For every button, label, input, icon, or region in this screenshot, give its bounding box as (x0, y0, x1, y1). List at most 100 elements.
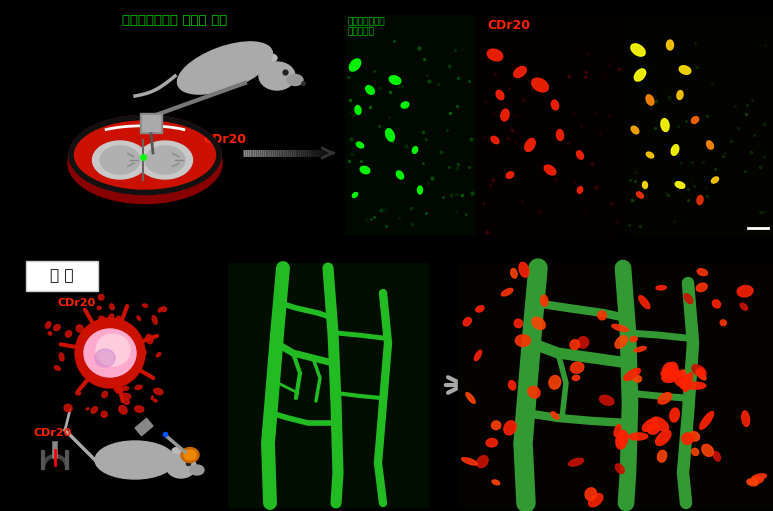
Ellipse shape (697, 368, 705, 377)
Ellipse shape (138, 348, 146, 357)
Ellipse shape (615, 336, 628, 348)
Ellipse shape (696, 371, 706, 380)
Ellipse shape (678, 370, 686, 376)
Text: CDr20: CDr20 (203, 133, 247, 146)
Ellipse shape (152, 396, 153, 400)
Ellipse shape (588, 494, 603, 507)
Ellipse shape (463, 318, 472, 326)
Ellipse shape (397, 171, 404, 179)
Ellipse shape (702, 445, 713, 456)
Ellipse shape (670, 362, 677, 369)
Ellipse shape (751, 474, 767, 480)
Ellipse shape (487, 49, 502, 61)
Ellipse shape (154, 399, 157, 402)
Ellipse shape (154, 388, 163, 394)
Ellipse shape (577, 187, 583, 193)
Text: 미세아교세포가 조지된 생쪽: 미세아교세포가 조지된 생쪽 (122, 14, 227, 27)
Ellipse shape (417, 186, 423, 194)
Ellipse shape (670, 408, 679, 422)
Ellipse shape (692, 448, 699, 455)
Ellipse shape (102, 378, 106, 382)
Ellipse shape (76, 391, 80, 395)
Ellipse shape (360, 166, 369, 174)
Ellipse shape (696, 283, 707, 292)
Ellipse shape (598, 311, 606, 320)
Ellipse shape (116, 323, 123, 330)
Ellipse shape (677, 90, 683, 100)
Ellipse shape (412, 147, 417, 153)
Ellipse shape (661, 366, 678, 376)
Ellipse shape (569, 458, 584, 466)
Ellipse shape (486, 438, 498, 447)
Ellipse shape (551, 412, 559, 419)
Ellipse shape (190, 465, 204, 475)
Ellipse shape (577, 337, 589, 348)
Ellipse shape (389, 76, 401, 84)
Ellipse shape (475, 350, 482, 361)
Ellipse shape (352, 193, 358, 197)
Ellipse shape (509, 381, 516, 390)
Ellipse shape (611, 324, 628, 332)
Ellipse shape (68, 123, 222, 203)
Ellipse shape (511, 268, 517, 278)
Ellipse shape (600, 396, 614, 405)
Bar (142, 115, 160, 131)
Ellipse shape (172, 448, 182, 454)
Ellipse shape (646, 95, 654, 105)
Ellipse shape (638, 296, 650, 309)
Ellipse shape (145, 146, 185, 174)
Ellipse shape (142, 304, 148, 307)
Ellipse shape (117, 316, 120, 320)
Ellipse shape (656, 430, 671, 446)
Ellipse shape (461, 458, 478, 465)
Ellipse shape (100, 146, 140, 174)
Ellipse shape (120, 321, 125, 328)
Ellipse shape (684, 294, 693, 304)
Ellipse shape (124, 399, 129, 404)
Ellipse shape (97, 306, 101, 310)
Ellipse shape (121, 393, 131, 399)
Ellipse shape (84, 329, 136, 377)
Ellipse shape (697, 269, 707, 275)
Ellipse shape (162, 307, 166, 312)
Ellipse shape (636, 192, 643, 198)
Ellipse shape (109, 314, 114, 319)
Ellipse shape (624, 368, 640, 381)
Ellipse shape (656, 286, 666, 290)
Ellipse shape (628, 433, 648, 440)
Ellipse shape (662, 363, 673, 378)
Bar (228, 263, 428, 507)
Bar (477, 15, 622, 235)
Ellipse shape (501, 109, 509, 121)
Ellipse shape (618, 431, 628, 445)
Ellipse shape (491, 136, 499, 144)
Ellipse shape (707, 141, 713, 149)
Ellipse shape (551, 100, 559, 110)
Text: CDr20: CDr20 (58, 298, 97, 308)
Ellipse shape (692, 365, 707, 377)
Ellipse shape (697, 196, 703, 204)
Ellipse shape (95, 349, 115, 367)
Ellipse shape (96, 334, 130, 366)
Ellipse shape (466, 392, 475, 403)
Ellipse shape (514, 66, 526, 78)
Text: 뇌 안: 뇌 안 (50, 268, 73, 284)
Ellipse shape (577, 151, 584, 159)
Ellipse shape (616, 430, 628, 449)
Ellipse shape (557, 129, 564, 141)
Ellipse shape (633, 376, 642, 382)
Ellipse shape (630, 336, 637, 342)
Ellipse shape (96, 376, 101, 379)
Ellipse shape (101, 411, 107, 417)
Ellipse shape (642, 419, 657, 431)
Ellipse shape (138, 141, 192, 179)
Ellipse shape (166, 454, 196, 478)
Ellipse shape (135, 406, 144, 412)
Ellipse shape (502, 289, 512, 296)
Ellipse shape (401, 102, 409, 108)
Bar (345, 15, 475, 235)
Ellipse shape (691, 117, 699, 124)
Ellipse shape (682, 433, 693, 445)
Ellipse shape (700, 411, 713, 429)
Ellipse shape (528, 386, 540, 398)
